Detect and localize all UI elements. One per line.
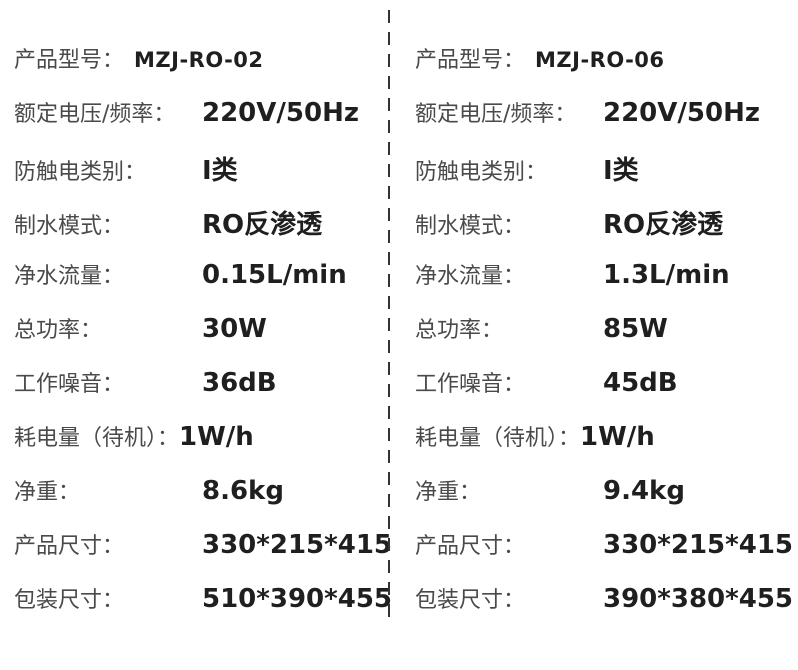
spec-label: 产品尺寸：: [14, 534, 125, 559]
spec-value: 510*390*455: [202, 584, 393, 614]
spec-row-voltage-frequency: 额定电压/频率： 220V/50Hz: [415, 84, 798, 138]
spec-value: I类: [202, 156, 238, 186]
spec-label: 制水模式：: [415, 214, 526, 239]
spec-row-package-size: 包装尺寸： 390*380*455: [415, 570, 798, 624]
spec-label: 额定电压/频率：: [14, 102, 176, 127]
spec-row-model: 产品型号： MZJ-RO-02: [14, 30, 389, 84]
spec-row-flow-rate: 净水流量： 0.15L/min: [14, 246, 389, 300]
spec-label: 耗电量（待机）：: [14, 426, 180, 451]
spec-label: 产品型号：: [415, 48, 526, 73]
column-divider: [388, 10, 390, 622]
spec-value: RO反渗透: [603, 210, 724, 240]
spec-value: 330*215*415: [603, 530, 794, 560]
spec-label: 耗电量（待机）：: [415, 426, 581, 451]
spec-row-product-size: 产品尺寸： 330*215*415: [14, 516, 393, 570]
spec-value: 85W: [603, 314, 668, 344]
spec-row-standby-consumption: 耗电量（待机）： 1W/h: [415, 408, 798, 462]
spec-row-total-power: 总功率： 30W: [14, 300, 389, 354]
spec-row-standby-consumption: 耗电量（待机）： 1W/h: [14, 408, 389, 462]
spec-value: 9.4kg: [603, 476, 685, 506]
spec-row-noise: 工作噪音： 45dB: [415, 354, 798, 408]
spec-label: 总功率：: [14, 318, 103, 343]
spec-label: 包装尺寸：: [14, 588, 125, 613]
spec-row-anti-shock-class: 防触电类别： I类: [415, 138, 798, 192]
spec-label: 产品型号：: [14, 48, 125, 73]
spec-label: 产品尺寸：: [415, 534, 526, 559]
spec-value: RO反渗透: [202, 210, 323, 240]
spec-label: 包装尺寸：: [415, 588, 526, 613]
spec-column-left: 产品型号： MZJ-RO-02 额定电压/频率： 220V/50Hz 防触电类别…: [0, 0, 393, 670]
spec-value: 220V/50Hz: [603, 98, 760, 128]
spec-row-package-size: 包装尺寸： 510*390*455: [14, 570, 393, 624]
spec-value: 330*215*415: [202, 530, 393, 560]
spec-value: 30W: [202, 314, 267, 344]
spec-label: 净重：: [415, 480, 482, 505]
spec-row-anti-shock-class: 防触电类别： I类: [14, 138, 389, 192]
spec-label: 净水流量：: [14, 264, 125, 289]
spec-value: 8.6kg: [202, 476, 284, 506]
spec-row-net-weight: 净重： 8.6kg: [14, 462, 389, 516]
spec-label: 工作噪音：: [14, 372, 125, 397]
spec-row-water-mode: 制水模式： RO反渗透: [415, 192, 798, 246]
spec-value: I类: [603, 156, 639, 186]
spec-label: 防触电类别：: [14, 160, 147, 185]
spec-value: 45dB: [603, 368, 678, 398]
spec-value: MZJ-RO-06: [535, 48, 665, 72]
spec-row-voltage-frequency: 额定电压/频率： 220V/50Hz: [14, 84, 389, 138]
spec-label: 防触电类别：: [415, 160, 548, 185]
spec-label: 制水模式：: [14, 214, 125, 239]
spec-column-right: 产品型号： MZJ-RO-06 额定电压/频率： 220V/50Hz 防触电类别…: [389, 0, 798, 670]
spec-row-water-mode: 制水模式： RO反渗透: [14, 192, 389, 246]
spec-value: 220V/50Hz: [202, 98, 359, 128]
spec-value: 1W/h: [580, 422, 655, 452]
spec-row-model: 产品型号： MZJ-RO-06: [415, 30, 798, 84]
spec-row-flow-rate: 净水流量： 1.3L/min: [415, 246, 798, 300]
spec-row-total-power: 总功率： 85W: [415, 300, 798, 354]
spec-value: 0.15L/min: [202, 260, 347, 290]
spec-value: 1W/h: [179, 422, 254, 452]
spec-label: 总功率：: [415, 318, 504, 343]
spec-row-product-size: 产品尺寸： 330*215*415: [415, 516, 798, 570]
spec-value: 1.3L/min: [603, 260, 730, 290]
spec-label: 额定电压/频率：: [415, 102, 577, 127]
spec-row-noise: 工作噪音： 36dB: [14, 354, 389, 408]
spec-label: 工作噪音：: [415, 372, 526, 397]
spec-value: MZJ-RO-02: [134, 48, 264, 72]
spec-value: 36dB: [202, 368, 277, 398]
spec-label: 净重：: [14, 480, 81, 505]
spec-value: 390*380*455: [603, 584, 794, 614]
spec-row-net-weight: 净重： 9.4kg: [415, 462, 798, 516]
spec-label: 净水流量：: [415, 264, 526, 289]
